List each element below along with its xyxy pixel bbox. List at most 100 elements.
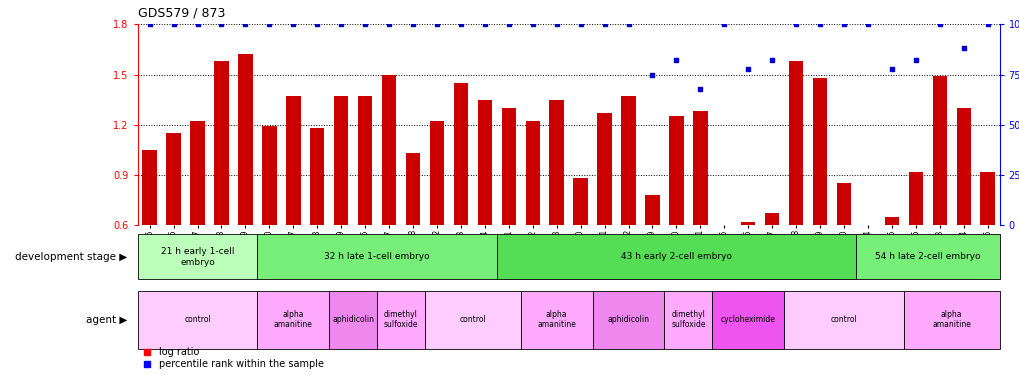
Bar	[429, 122, 443, 225]
Point	[333, 21, 350, 27]
Bar	[381, 75, 396, 225]
Bar	[573, 178, 587, 225]
Point	[882, 66, 899, 72]
Bar	[138, 234, 257, 279]
Bar	[329, 291, 377, 349]
Point	[213, 21, 229, 27]
Text: dimethyl
sulfoxide: dimethyl sulfoxide	[671, 310, 705, 329]
Point	[930, 21, 947, 27]
Point	[237, 21, 254, 27]
Text: dimethyl
sulfoxide: dimethyl sulfoxide	[383, 310, 418, 329]
Bar	[477, 100, 491, 225]
Text: control: control	[184, 315, 211, 324]
Bar	[191, 122, 205, 225]
Text: control: control	[459, 315, 486, 324]
Text: control: control	[829, 315, 857, 324]
Bar	[663, 291, 711, 349]
Text: agent ▶: agent ▶	[86, 315, 127, 325]
Point	[285, 21, 302, 27]
Bar	[711, 291, 784, 349]
Text: 21 h early 1-cell
embryo: 21 h early 1-cell embryo	[161, 247, 234, 267]
Bar	[668, 116, 683, 225]
Point	[548, 21, 565, 27]
Bar	[377, 291, 425, 349]
Bar	[836, 183, 850, 225]
Text: 43 h early 2-cell embryo: 43 h early 2-cell embryo	[621, 252, 732, 261]
Bar	[257, 291, 329, 349]
Text: 32 h late 1-cell embryo: 32 h late 1-cell embryo	[324, 252, 429, 261]
Text: alpha
amanitine: alpha amanitine	[274, 310, 313, 329]
Bar	[310, 128, 324, 225]
Bar	[406, 153, 420, 225]
Point	[500, 21, 517, 27]
Bar	[812, 78, 826, 225]
Bar	[333, 96, 348, 225]
Point	[380, 21, 396, 27]
Bar	[496, 234, 855, 279]
Text: aphidicolin: aphidicolin	[332, 315, 374, 324]
Point	[740, 66, 756, 72]
Point	[620, 21, 636, 27]
Bar	[956, 108, 970, 225]
Bar	[286, 96, 301, 225]
Point	[596, 21, 612, 27]
Bar	[908, 171, 922, 225]
Text: GDS579 / 873: GDS579 / 873	[138, 6, 225, 19]
Bar	[764, 213, 779, 225]
Point	[165, 21, 181, 27]
Point	[955, 45, 971, 51]
Point	[405, 21, 421, 27]
Bar	[501, 108, 516, 225]
Bar	[621, 96, 635, 225]
Point	[692, 86, 708, 92]
Bar	[143, 150, 157, 225]
Text: aphidicolin: aphidicolin	[607, 315, 649, 324]
Bar	[855, 234, 999, 279]
Bar	[883, 217, 898, 225]
Point	[524, 21, 540, 27]
Point	[859, 21, 875, 27]
Bar	[592, 291, 663, 349]
Bar	[693, 111, 707, 225]
Bar	[257, 234, 496, 279]
Legend: log ratio, percentile rank within the sample: log ratio, percentile rank within the sa…	[143, 346, 325, 370]
Point	[811, 21, 827, 27]
Point	[476, 21, 492, 27]
Point	[787, 21, 803, 27]
Bar	[138, 291, 257, 349]
Point	[763, 57, 780, 63]
Point	[428, 21, 444, 27]
Bar	[166, 133, 180, 225]
Bar	[262, 126, 276, 225]
Point	[190, 21, 206, 27]
Text: development stage ▶: development stage ▶	[15, 252, 127, 262]
Point	[907, 57, 923, 63]
Bar	[788, 61, 803, 225]
Bar	[645, 195, 659, 225]
Bar	[784, 291, 903, 349]
Point	[978, 21, 995, 27]
Bar	[903, 291, 999, 349]
Bar	[979, 171, 994, 225]
Point	[667, 57, 684, 63]
Bar	[238, 54, 253, 225]
Point	[644, 72, 660, 78]
Point	[309, 21, 325, 27]
Text: alpha
amanitine: alpha amanitine	[931, 310, 970, 329]
Point	[715, 21, 732, 27]
Bar	[521, 291, 592, 349]
Text: cycloheximide: cycloheximide	[720, 315, 774, 324]
Point	[261, 21, 277, 27]
Bar	[597, 113, 611, 225]
Point	[572, 21, 588, 27]
Text: alpha
amanitine: alpha amanitine	[537, 310, 576, 329]
Bar	[525, 122, 539, 225]
Bar	[741, 222, 755, 225]
Point	[452, 21, 469, 27]
Point	[357, 21, 373, 27]
Bar	[358, 96, 372, 225]
Text: 54 h late 2-cell embryo: 54 h late 2-cell embryo	[874, 252, 979, 261]
Bar	[931, 76, 946, 225]
Point	[835, 21, 851, 27]
Bar	[214, 61, 228, 225]
